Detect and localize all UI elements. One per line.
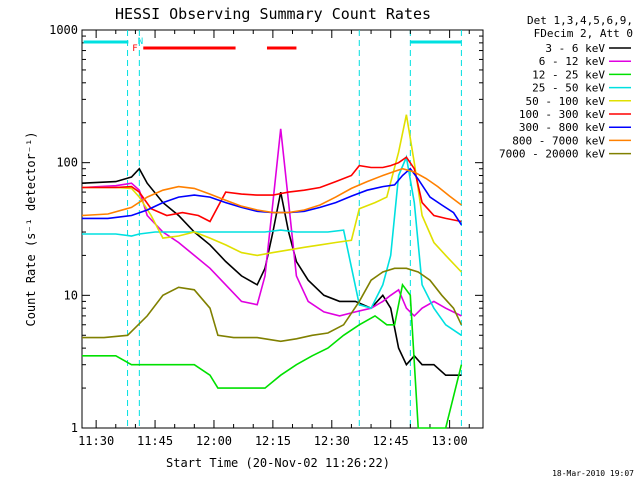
legend-label: 6 - 12 keV (539, 55, 606, 68)
legend-header-line-2: FDecim 2, Att 0 (534, 27, 633, 40)
legend-label: 50 - 100 keV (526, 95, 606, 108)
chart-title: HESSI Observing Summary Count Rates (115, 5, 431, 23)
series-layer (81, 114, 463, 429)
x-tick-label: 12:00 (196, 434, 232, 448)
y-axis-label: Count Rate (s⁻¹ detector⁻¹) (24, 131, 38, 326)
legend-label: 800 - 7000 keV (512, 134, 605, 147)
series-line (82, 282, 463, 429)
x-tick-label: 11:30 (78, 434, 114, 448)
y-tick-label: 100 (56, 156, 78, 170)
series-line (82, 114, 462, 273)
x-tick-label: 12:15 (255, 434, 291, 448)
x-axis-label: Start Time (20-Nov-02 11:26:22) (166, 456, 390, 470)
y-tick-label: 10 (64, 288, 78, 302)
x-tick-label: 11:45 (137, 434, 173, 448)
y-tick-label: 1000 (49, 23, 78, 37)
series-line (82, 267, 463, 343)
series-line (82, 167, 463, 226)
legend-label: 7000 - 20000 keV (499, 148, 605, 161)
legend-label: 100 - 300 keV (519, 108, 605, 121)
series-line (82, 156, 462, 223)
legend-header-line-1: Det 1,3,4,5,6,9, (527, 14, 633, 27)
axis-ticks: 1 10 100 1000 11:30 11:45 12:00 12:15 12:30 12:45… (49, 23, 483, 448)
plot-frame (81, 29, 484, 429)
attenuator-markers (127, 30, 462, 428)
legend-label: 25 - 50 keV (532, 82, 605, 95)
x-tick-label: 13:00 (432, 434, 468, 448)
legend-label: 12 - 25 keV (532, 68, 605, 81)
x-tick-label: 12:30 (314, 434, 350, 448)
flag-bars: NF (83, 37, 462, 54)
legend-label: 300 - 800 keV (519, 121, 605, 134)
x-tick-label: 12:45 (373, 434, 409, 448)
legend-label: 3 - 6 keV (545, 42, 605, 55)
flare-flag-label: F (132, 44, 137, 54)
date-stamp: 18-Mar-2010 19:07 (552, 469, 634, 478)
night-flag-label: N (138, 37, 143, 47)
y-tick-label: 1 (71, 421, 78, 435)
series-line (81, 167, 462, 217)
